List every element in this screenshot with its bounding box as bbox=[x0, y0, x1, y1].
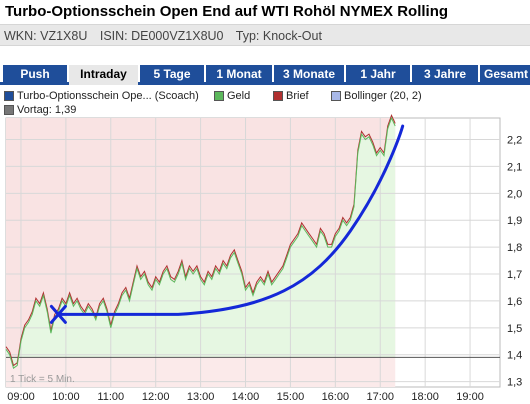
legend-vortag: Vortag: 1,39 bbox=[4, 104, 76, 116]
x-tick-label: 17:00 bbox=[366, 391, 394, 403]
brief-swatch bbox=[273, 91, 283, 101]
brief-series-line bbox=[5, 113, 396, 367]
legend-brief-label: Brief bbox=[286, 90, 309, 102]
y-tick-label: 1,4 bbox=[507, 350, 522, 362]
x-tick-label: 15:00 bbox=[277, 391, 305, 403]
x-tick-label: 19:00 bbox=[456, 391, 484, 403]
wkn-label: WKN: VZ1X8U bbox=[4, 29, 88, 43]
legend-geld-label: Geld bbox=[227, 90, 251, 102]
y-tick-label: 1,5 bbox=[507, 323, 522, 335]
tab-intraday[interactable]: Intraday bbox=[69, 65, 138, 85]
legend-series1[interactable]: Turbo-Optionsschein Ope... (Scoach) bbox=[4, 90, 199, 102]
legend-bollinger-label: Bollinger (20, 2) bbox=[344, 90, 422, 102]
x-tick-label: 18:00 bbox=[411, 391, 439, 403]
tab-gesamt[interactable]: Gesamt bbox=[480, 65, 530, 83]
overlay-trend-curve bbox=[56, 124, 405, 316]
y-tick-label: 1,6 bbox=[507, 296, 522, 308]
y-tick-label: 1,8 bbox=[507, 242, 522, 254]
overlay-x-marker-b bbox=[49, 304, 67, 324]
y-tick-label: 1,9 bbox=[507, 215, 522, 227]
series1-swatch bbox=[4, 91, 14, 101]
tab-1-monat[interactable]: 1 Monat bbox=[206, 65, 272, 83]
page-title: Turbo-Optionsschein Open End auf WTI Roh… bbox=[5, 3, 449, 20]
vortag-swatch bbox=[4, 105, 14, 115]
geld-area bbox=[6, 118, 396, 369]
tick-note: 1 Tick = 5 Min. bbox=[10, 374, 75, 385]
type-label: Typ: Knock-Out bbox=[235, 29, 322, 43]
isin-label: ISIN: DE000VZ1X8U0 bbox=[99, 29, 224, 43]
x-tick-label: 16:00 bbox=[322, 391, 350, 403]
legend-brief[interactable]: Brief bbox=[273, 90, 309, 102]
legend-bollinger[interactable]: Bollinger (20, 2) bbox=[331, 90, 422, 102]
legend-geld[interactable]: Geld bbox=[214, 90, 250, 102]
tab-3-jahre[interactable]: 3 Jahre bbox=[412, 65, 478, 83]
x-tick-label: 12:00 bbox=[142, 391, 170, 403]
instrument-meta: WKN: VZ1X8U ISIN: DE000VZ1X8U0 Typ: Knoc… bbox=[0, 24, 530, 46]
x-tick-label: 10:00 bbox=[52, 391, 80, 403]
y-tick-label: 1,3 bbox=[507, 377, 522, 389]
tab-push[interactable]: Push bbox=[3, 65, 67, 83]
legend-series1-label: Turbo-Optionsschein Ope... (Scoach) bbox=[17, 90, 199, 102]
geld-series-line bbox=[5, 116, 396, 370]
y-tick-label: 2,2 bbox=[507, 135, 522, 147]
geld-swatch bbox=[214, 91, 224, 101]
x-tick-label: 14:00 bbox=[232, 391, 260, 403]
x-tick-label: 11:00 bbox=[97, 391, 124, 403]
tab-5-tage[interactable]: 5 Tage bbox=[140, 65, 204, 83]
tab-3-monate[interactable]: 3 Monate bbox=[274, 65, 344, 83]
y-tick-label: 1,7 bbox=[507, 269, 522, 281]
tab-1-jahr[interactable]: 1 Jahr bbox=[346, 65, 410, 83]
bollinger-swatch bbox=[331, 91, 341, 101]
x-tick-label: 09:00 bbox=[7, 391, 35, 403]
y-tick-label: 2,1 bbox=[507, 161, 522, 173]
timeframe-tabs: Push Intraday 5 Tage 1 Monat 3 Monate 1 … bbox=[0, 65, 530, 85]
y-tick-label: 2,0 bbox=[507, 188, 522, 200]
legend-vortag-label: Vortag: 1,39 bbox=[17, 104, 77, 116]
x-tick-label: 13:00 bbox=[187, 391, 215, 403]
